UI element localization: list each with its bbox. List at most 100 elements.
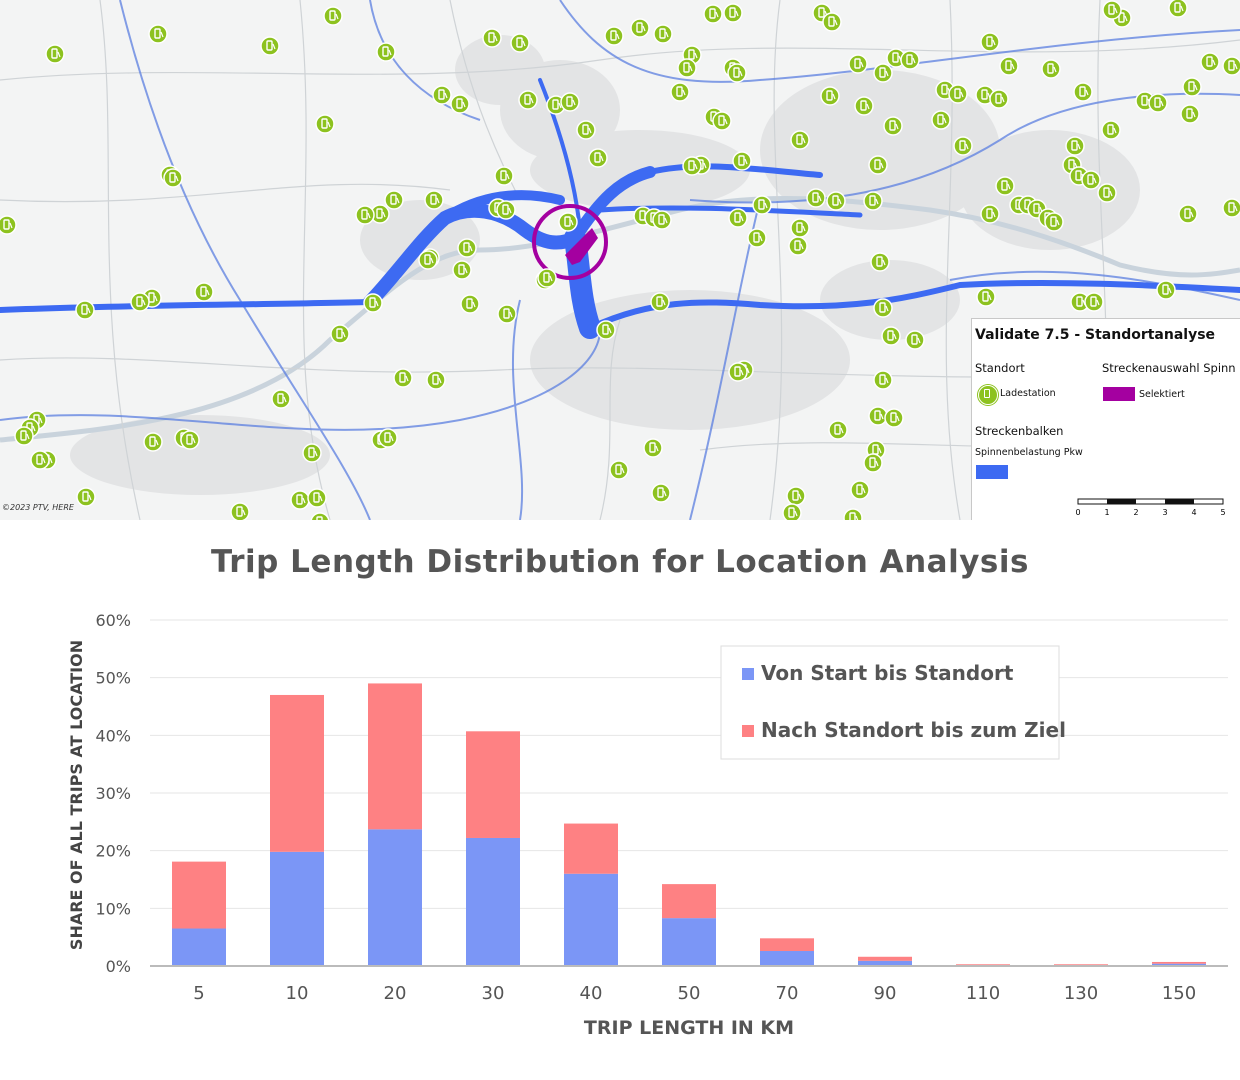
charging-station-icon[interactable] — [560, 92, 580, 112]
charging-station-icon[interactable] — [782, 503, 802, 520]
charging-station-icon[interactable] — [989, 89, 1009, 109]
charging-station-icon[interactable] — [822, 12, 842, 32]
charging-station-icon[interactable] — [558, 212, 578, 232]
charging-station-icon[interactable] — [900, 50, 920, 70]
charging-station-icon[interactable] — [976, 287, 996, 307]
charging-station-icon[interactable] — [643, 438, 663, 458]
charging-station-icon[interactable] — [828, 420, 848, 440]
charging-station-icon[interactable] — [1148, 93, 1168, 113]
charging-station-icon[interactable] — [682, 45, 702, 65]
charging-station-icon[interactable] — [452, 260, 472, 280]
charging-station-icon[interactable] — [290, 490, 310, 510]
charging-station-icon[interactable] — [752, 195, 772, 215]
charging-station-icon[interactable] — [130, 292, 150, 312]
charging-station-icon[interactable] — [905, 330, 925, 350]
charging-station-icon[interactable] — [426, 370, 446, 390]
charging-station-icon[interactable] — [330, 324, 350, 344]
charging-station-icon[interactable] — [537, 268, 557, 288]
charging-station-icon[interactable] — [948, 84, 968, 104]
charging-station-icon[interactable] — [873, 298, 893, 318]
charging-station-icon[interactable] — [148, 24, 168, 44]
charging-station-icon[interactable] — [670, 82, 690, 102]
charging-station-icon[interactable] — [1070, 292, 1090, 312]
charging-station-icon[interactable] — [323, 6, 343, 26]
charging-station-icon[interactable] — [432, 85, 452, 105]
charging-station-icon[interactable] — [931, 110, 951, 130]
charging-station-icon[interactable] — [302, 443, 322, 463]
charging-station-icon[interactable] — [854, 96, 874, 116]
charging-station-icon[interactable] — [677, 58, 697, 78]
charging-station-icon[interactable] — [1081, 170, 1101, 190]
charging-station-icon[interactable] — [180, 430, 200, 450]
charging-station-icon[interactable] — [728, 362, 748, 382]
charging-station-icon[interactable] — [576, 120, 596, 140]
charging-station-icon[interactable] — [0, 215, 17, 235]
charging-station-icon[interactable] — [723, 3, 743, 23]
charging-station-icon[interactable] — [790, 130, 810, 150]
charging-station-icon[interactable] — [75, 300, 95, 320]
charging-station-icon[interactable] — [1084, 292, 1104, 312]
charging-station-icon[interactable] — [980, 204, 1000, 224]
map-view[interactable]: ©2023 PTV, HERE Validate 7.5 - Standorta… — [0, 0, 1240, 520]
charging-station-icon[interactable] — [604, 26, 624, 46]
charging-stations-layer[interactable] — [0, 0, 1240, 520]
charging-station-icon[interactable] — [457, 238, 477, 258]
charging-station-icon[interactable] — [355, 205, 375, 225]
charging-station-icon[interactable] — [995, 176, 1015, 196]
charging-station-icon[interactable] — [45, 44, 65, 64]
charging-station-icon[interactable] — [884, 408, 904, 428]
charging-station-icon[interactable] — [786, 486, 806, 506]
charging-station-icon[interactable] — [712, 111, 732, 131]
charging-station-icon[interactable] — [1102, 0, 1122, 20]
charging-station-icon[interactable] — [1182, 77, 1202, 97]
charging-station-icon[interactable] — [850, 480, 870, 500]
charging-station-icon[interactable] — [650, 292, 670, 312]
charging-station-icon[interactable] — [163, 168, 183, 188]
charging-station-icon[interactable] — [588, 148, 608, 168]
charging-station-icon[interactable] — [999, 56, 1019, 76]
charging-station-icon[interactable] — [1156, 280, 1176, 300]
charging-station-icon[interactable] — [1073, 82, 1093, 102]
charging-station-icon[interactable] — [826, 191, 846, 211]
charging-station-icon[interactable] — [194, 282, 214, 302]
charging-station-icon[interactable] — [510, 33, 530, 53]
charging-station-icon[interactable] — [682, 156, 702, 176]
charging-station-icon[interactable] — [652, 210, 672, 230]
map-canvas[interactable] — [0, 0, 1240, 520]
charging-station-icon[interactable] — [1222, 56, 1240, 76]
charging-station-icon[interactable] — [143, 432, 163, 452]
charging-station-icon[interactable] — [384, 190, 404, 210]
charging-station-icon[interactable] — [450, 94, 470, 114]
charging-station-icon[interactable] — [260, 36, 280, 56]
charging-station-icon[interactable] — [790, 218, 810, 238]
charging-station-icon[interactable] — [653, 24, 673, 44]
charging-station-icon[interactable] — [378, 428, 398, 448]
charging-station-icon[interactable] — [76, 487, 96, 507]
charging-station-icon[interactable] — [315, 114, 335, 134]
charging-station-icon[interactable] — [1200, 52, 1220, 72]
charging-station-icon[interactable] — [881, 326, 901, 346]
charging-station-icon[interactable] — [873, 63, 893, 83]
charging-station-icon[interactable] — [863, 453, 883, 473]
charging-station-icon[interactable] — [496, 200, 516, 220]
charging-station-icon[interactable] — [14, 426, 34, 446]
charging-station-icon[interactable] — [460, 294, 480, 314]
charging-station-icon[interactable] — [747, 228, 767, 248]
charging-station-icon[interactable] — [482, 28, 502, 48]
charging-station-icon[interactable] — [497, 304, 517, 324]
charging-station-icon[interactable] — [1097, 183, 1117, 203]
charging-station-icon[interactable] — [820, 86, 840, 106]
charging-station-icon[interactable] — [868, 406, 888, 426]
charging-station-icon[interactable] — [848, 54, 868, 74]
charging-station-icon[interactable] — [424, 190, 444, 210]
charging-station-icon[interactable] — [1101, 120, 1121, 140]
charging-station-icon[interactable] — [363, 293, 383, 313]
charging-station-icon[interactable] — [310, 512, 330, 520]
charging-station-icon[interactable] — [728, 208, 748, 228]
charging-station-icon[interactable] — [870, 252, 890, 272]
charging-station-icon[interactable] — [630, 18, 650, 38]
charging-station-icon[interactable] — [418, 250, 438, 270]
charging-station-icon[interactable] — [980, 32, 1000, 52]
charging-station-icon[interactable] — [863, 191, 883, 211]
charging-station-icon[interactable] — [518, 90, 538, 110]
